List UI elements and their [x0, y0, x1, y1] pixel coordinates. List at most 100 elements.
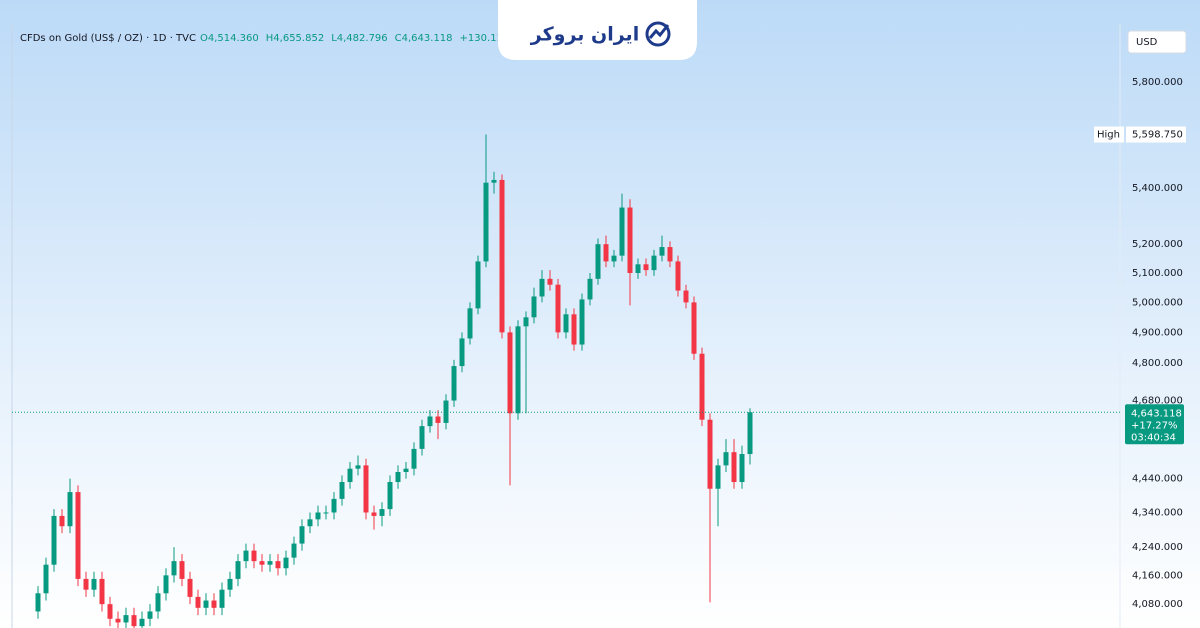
candle-body — [731, 452, 737, 483]
candle-body — [51, 515, 57, 565]
candle-body — [67, 492, 73, 527]
candle-body — [491, 179, 497, 183]
candle-body — [107, 604, 113, 619]
y-tick-label: 4,440.000 — [1132, 474, 1183, 485]
candle-body — [483, 182, 489, 262]
candle-body — [739, 454, 745, 483]
y-tick-label: 4,900.000 — [1132, 327, 1183, 338]
logo: ایران بروکر — [498, 0, 697, 60]
candle-body — [163, 575, 169, 594]
high-tag-box — [1094, 126, 1124, 143]
chart-title: CFDs on Gold (US$ / OZ) · 1D · TVC — [20, 33, 196, 44]
y-tick-label: 5,000.000 — [1132, 297, 1183, 308]
candle-body — [283, 557, 289, 569]
candle-body — [507, 332, 513, 414]
candle-body — [443, 400, 449, 423]
logo-arrow — [648, 24, 670, 39]
candle-body — [347, 468, 353, 483]
candle-body — [355, 465, 361, 469]
candle-body — [715, 465, 721, 489]
candle-body — [259, 561, 265, 565]
candle-body — [171, 561, 177, 576]
candle-body — [619, 207, 625, 256]
candle-body — [331, 498, 337, 513]
candle-body — [691, 302, 697, 354]
candle-body — [675, 261, 681, 291]
candle-body — [235, 561, 241, 579]
candle-body — [203, 600, 209, 608]
candle-body — [571, 314, 577, 345]
candle-body — [323, 512, 329, 514]
candle-body — [523, 317, 529, 327]
candle-body — [91, 578, 97, 590]
y-tick-label: 5,100.000 — [1132, 268, 1183, 279]
ohlc-value: O4,514.360 — [200, 33, 259, 44]
y-tick-label: 5,800.000 — [1132, 77, 1183, 88]
candle-body — [211, 600, 217, 608]
candle-body — [339, 482, 345, 499]
y-tick-label: 4,240.000 — [1132, 542, 1183, 553]
candle-body — [603, 244, 609, 262]
last-price-box — [1125, 404, 1184, 445]
candle-body — [411, 448, 417, 469]
candle-body — [459, 338, 465, 367]
y-tick-label: 5,400.000 — [1132, 183, 1183, 194]
ohlc-value: L4,482.796 — [331, 33, 387, 44]
ohlc-value: +130.118 — [460, 33, 510, 44]
candle-body — [35, 593, 41, 612]
high-value-box — [1126, 126, 1186, 143]
candle-body — [155, 593, 161, 612]
candle-body — [243, 550, 249, 562]
candle-body — [99, 578, 105, 605]
candle-body — [267, 561, 273, 565]
candle-body — [515, 326, 521, 414]
logo-box — [498, 0, 697, 60]
candle-body — [299, 526, 305, 544]
currency-button[interactable] — [1127, 30, 1187, 54]
candle-body — [475, 261, 481, 309]
candle-body — [699, 353, 705, 420]
candle-body — [307, 519, 313, 527]
candle-body — [387, 482, 393, 510]
last-price-change: +17.27% — [1131, 420, 1178, 431]
logo-text: ایران بروکر — [530, 24, 639, 46]
last-price-label: 4,643.118 — [1131, 408, 1182, 419]
candle-body — [643, 264, 649, 271]
candle-body — [723, 452, 729, 466]
candle-body — [251, 550, 257, 562]
candle-body — [419, 426, 425, 449]
candle-body — [499, 179, 505, 333]
candle-body — [555, 284, 561, 333]
candle-body — [115, 618, 121, 623]
candle-body — [627, 207, 633, 274]
y-tick-label: 4,160.000 — [1132, 570, 1183, 581]
candle-body — [747, 412, 753, 455]
candle-body — [635, 264, 641, 274]
candle-body — [683, 290, 689, 303]
candle-body — [315, 512, 321, 520]
candle-body — [363, 465, 369, 513]
currency-label[interactable]: USD — [1136, 37, 1158, 48]
y-tick-label: 4,340.000 — [1132, 507, 1183, 518]
candle-body — [595, 244, 601, 279]
candle-body — [59, 515, 65, 527]
candle-body — [587, 278, 593, 300]
y-tick-label: 4,800.000 — [1132, 358, 1183, 369]
candle-body — [187, 578, 193, 597]
candle-body — [667, 247, 673, 262]
candle-body — [435, 416, 441, 423]
candle-body — [539, 278, 545, 297]
candle-body — [195, 596, 201, 608]
candle-body — [403, 468, 409, 473]
candle-body — [547, 278, 553, 285]
candle-body — [227, 578, 233, 590]
y-tick-label: 4,680.000 — [1132, 396, 1183, 407]
high-tag: High — [1097, 130, 1120, 141]
candle-body — [179, 561, 185, 579]
candle-body — [563, 314, 569, 333]
candle-body — [707, 419, 713, 489]
candle-body — [651, 255, 657, 271]
candle-body — [139, 618, 145, 627]
y-tick-label: 5,200.000 — [1132, 239, 1183, 250]
